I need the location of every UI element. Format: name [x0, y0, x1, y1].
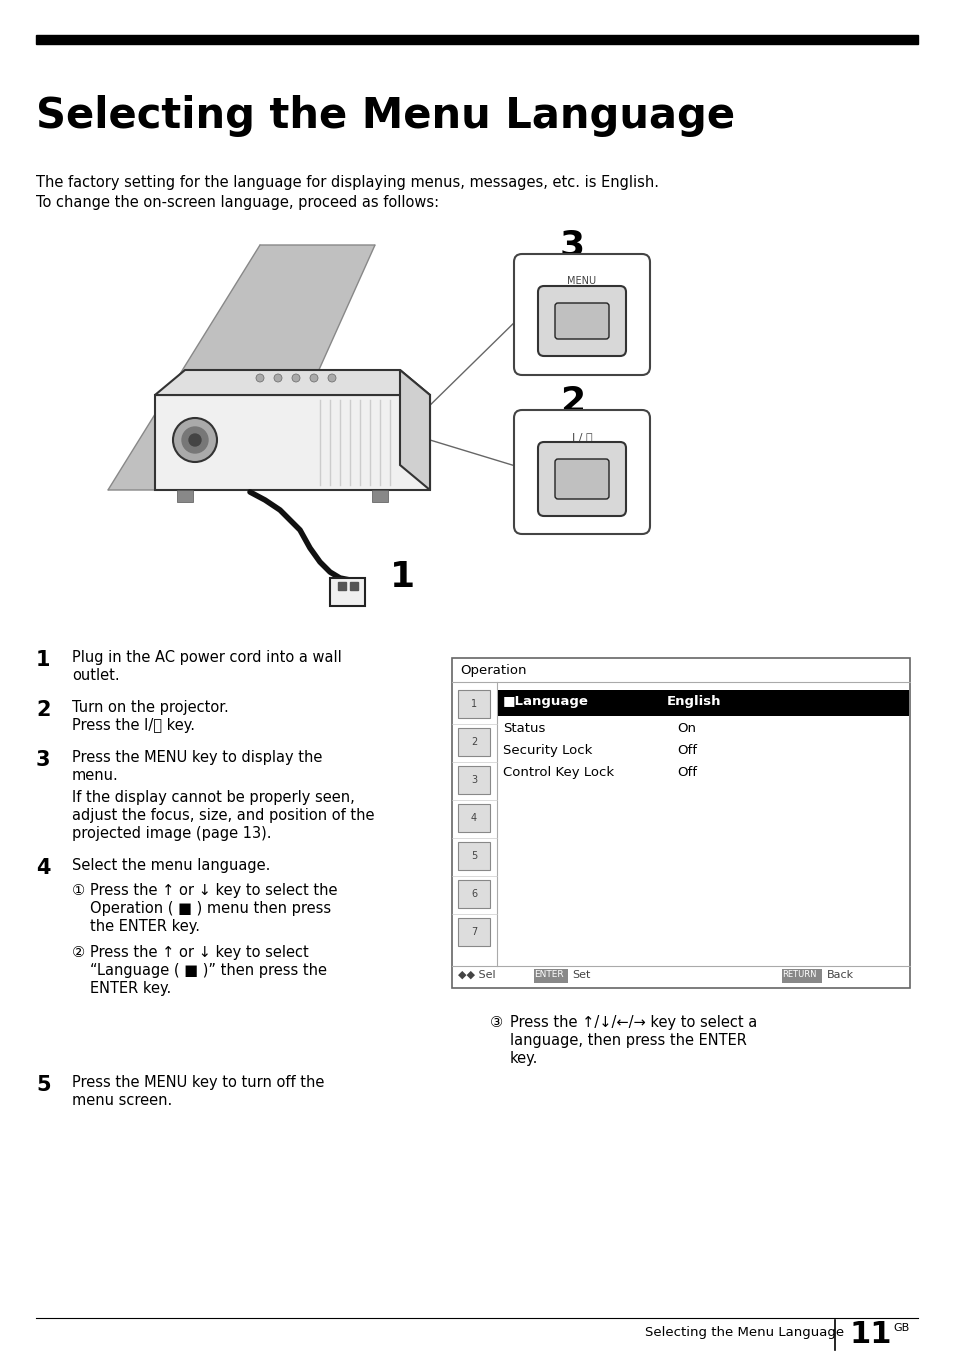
- Text: 1: 1: [36, 650, 51, 671]
- Text: key.: key.: [510, 1051, 537, 1065]
- Bar: [457, 918, 490, 946]
- Text: Plug in the AC power cord into a wall: Plug in the AC power cord into a wall: [71, 650, 341, 665]
- Text: I / ⏻: I / ⏻: [571, 433, 592, 442]
- Text: 5: 5: [471, 850, 476, 861]
- Text: Operation ( ■ ) menu then press: Operation ( ■ ) menu then press: [90, 900, 331, 917]
- Text: 4: 4: [36, 859, 51, 877]
- Text: Control Key Lock: Control Key Lock: [502, 767, 614, 779]
- Text: the ENTER key.: the ENTER key.: [90, 919, 200, 934]
- Text: Press the MENU key to display the: Press the MENU key to display the: [71, 750, 322, 765]
- Text: menu.: menu.: [71, 768, 118, 783]
- Bar: [457, 690, 490, 718]
- Text: 5: 5: [36, 1075, 51, 1095]
- Polygon shape: [154, 395, 430, 489]
- Text: Press the ↑ or ↓ key to select the: Press the ↑ or ↓ key to select the: [90, 883, 337, 898]
- Text: 4: 4: [471, 813, 476, 823]
- Text: Selecting the Menu Language: Selecting the Menu Language: [36, 95, 735, 137]
- Text: menu screen.: menu screen.: [71, 1092, 172, 1109]
- FancyBboxPatch shape: [514, 254, 649, 375]
- Text: ③: ③: [490, 1015, 502, 1030]
- FancyBboxPatch shape: [514, 410, 649, 534]
- FancyBboxPatch shape: [537, 442, 625, 516]
- Circle shape: [310, 375, 317, 383]
- Bar: [457, 880, 490, 909]
- Text: 6: 6: [471, 890, 476, 899]
- Text: Back: Back: [826, 969, 853, 980]
- Text: ENTER key.: ENTER key.: [90, 982, 172, 996]
- Text: 2: 2: [559, 385, 584, 419]
- Text: 1: 1: [390, 560, 415, 594]
- Text: “Language ( ■ )” then press the: “Language ( ■ )” then press the: [90, 963, 327, 977]
- Circle shape: [255, 375, 264, 383]
- Text: ■Language: ■Language: [502, 695, 588, 708]
- Bar: [452, 658, 909, 988]
- Text: RETURN: RETURN: [781, 969, 816, 979]
- Text: Press the ↑ or ↓ key to select: Press the ↑ or ↓ key to select: [90, 945, 309, 960]
- Bar: [337, 581, 346, 589]
- FancyBboxPatch shape: [537, 287, 625, 356]
- Text: Status: Status: [502, 722, 545, 735]
- Text: The factory setting for the language for displaying menus, messages, etc. is Eng: The factory setting for the language for…: [36, 174, 659, 191]
- Text: ◆◆ Sel: ◆◆ Sel: [457, 969, 496, 980]
- Bar: [350, 581, 357, 589]
- Bar: [330, 579, 365, 606]
- Circle shape: [328, 375, 335, 383]
- Circle shape: [274, 375, 282, 383]
- Text: Off: Off: [677, 767, 697, 779]
- Text: Turn on the projector.: Turn on the projector.: [71, 700, 229, 715]
- Bar: [534, 969, 567, 983]
- Text: 1: 1: [471, 699, 476, 708]
- Bar: [457, 804, 490, 831]
- Text: On: On: [677, 722, 696, 735]
- Circle shape: [172, 418, 216, 462]
- Text: adjust the focus, size, and position of the: adjust the focus, size, and position of …: [71, 808, 375, 823]
- Text: Press the I/⏻ key.: Press the I/⏻ key.: [71, 718, 194, 733]
- FancyBboxPatch shape: [555, 303, 608, 339]
- Text: ②: ②: [71, 945, 85, 960]
- Text: ①: ①: [71, 883, 85, 898]
- Text: Press the MENU key to turn off the: Press the MENU key to turn off the: [71, 1075, 324, 1090]
- Text: 7: 7: [471, 927, 476, 937]
- Polygon shape: [108, 245, 375, 489]
- Text: 3: 3: [559, 228, 584, 262]
- Bar: [497, 690, 908, 717]
- Text: Press the ↑/↓/←/→ key to select a: Press the ↑/↓/←/→ key to select a: [510, 1015, 757, 1030]
- Text: Set: Set: [572, 969, 590, 980]
- Text: 3: 3: [36, 750, 51, 771]
- Bar: [457, 727, 490, 756]
- Circle shape: [189, 434, 201, 446]
- Text: MENU: MENU: [567, 276, 596, 287]
- Circle shape: [182, 427, 208, 453]
- Text: language, then press the ENTER: language, then press the ENTER: [510, 1033, 746, 1048]
- Text: 2: 2: [36, 700, 51, 721]
- Bar: [457, 767, 490, 794]
- Bar: [177, 489, 193, 502]
- Text: Operation: Operation: [459, 664, 526, 677]
- Text: English: English: [666, 695, 720, 708]
- Bar: [457, 842, 490, 869]
- Text: projected image (page 13).: projected image (page 13).: [71, 826, 272, 841]
- FancyBboxPatch shape: [555, 458, 608, 499]
- Text: GB: GB: [892, 1324, 908, 1333]
- Text: Off: Off: [677, 744, 697, 757]
- Bar: [781, 969, 821, 983]
- Text: Select the menu language.: Select the menu language.: [71, 859, 270, 873]
- Text: outlet.: outlet.: [71, 668, 119, 683]
- Text: Selecting the Menu Language: Selecting the Menu Language: [644, 1326, 843, 1338]
- Text: 3: 3: [471, 775, 476, 786]
- Text: 11: 11: [849, 1320, 892, 1349]
- Text: Security Lock: Security Lock: [502, 744, 592, 757]
- Circle shape: [292, 375, 299, 383]
- Polygon shape: [154, 370, 430, 395]
- Text: ENTER: ENTER: [534, 969, 563, 979]
- Polygon shape: [399, 370, 430, 489]
- Text: To change the on-screen language, proceed as follows:: To change the on-screen language, procee…: [36, 195, 438, 210]
- Bar: [36, 35, 917, 45]
- Text: If the display cannot be properly seen,: If the display cannot be properly seen,: [71, 790, 355, 804]
- Text: 2: 2: [471, 737, 476, 748]
- Bar: [372, 489, 388, 502]
